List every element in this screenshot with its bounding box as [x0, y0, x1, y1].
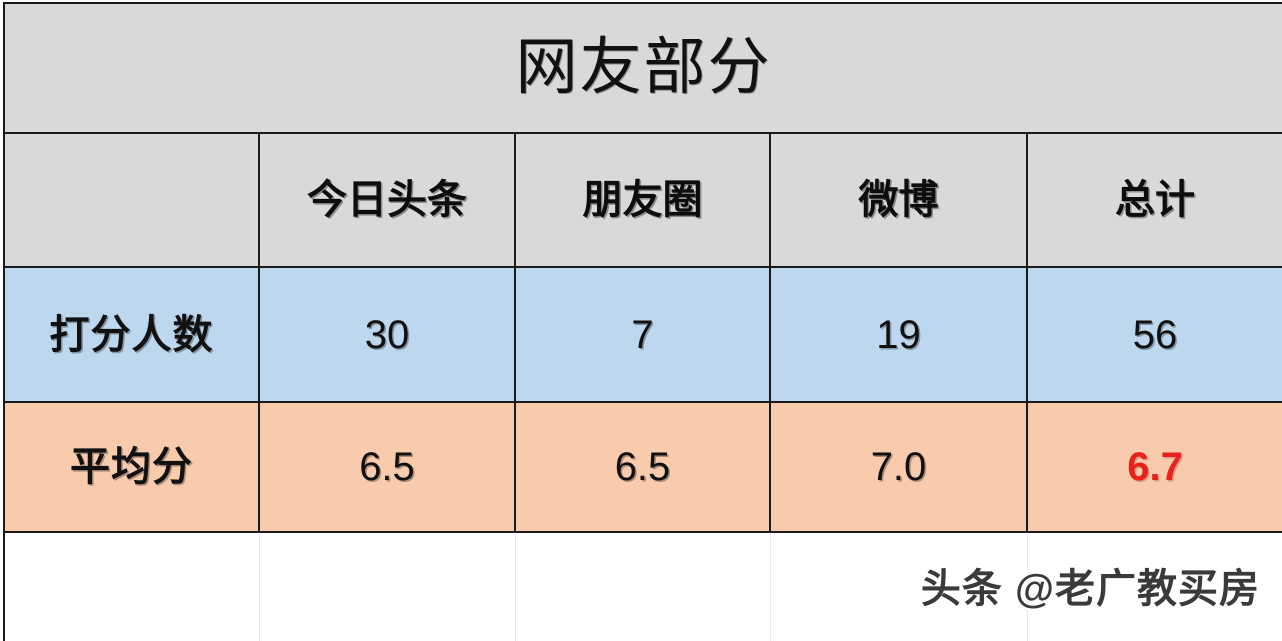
- table-header-row: 今日头条 朋友圈 微博 总计: [3, 132, 1282, 268]
- cell-average-score-toutiao: 6.5: [258, 401, 516, 533]
- row-label-average-score: 平均分: [3, 401, 260, 533]
- cell-rater-count-pengyouquan: 7: [514, 266, 771, 403]
- table-row: 打分人数 30 7 19 56: [3, 266, 1282, 403]
- empty-cell: [258, 531, 516, 641]
- column-header-corner: [3, 132, 260, 268]
- empty-cell: [514, 531, 771, 641]
- empty-cell: [769, 531, 1028, 641]
- row-label-rater-count: 打分人数: [3, 266, 260, 403]
- table-empty-row: [3, 531, 1282, 641]
- column-header-total: 总计: [1025, 132, 1282, 268]
- cell-rater-count-weibo: 19: [769, 266, 1028, 403]
- cell-average-score-weibo: 7.0: [769, 401, 1028, 533]
- page-title: 网友部分: [2, 2, 1282, 134]
- empty-cell: [1026, 531, 1282, 641]
- cell-rater-count-toutiao: 30: [258, 266, 516, 403]
- cell-average-score-total: 6.7: [1025, 401, 1282, 533]
- cell-average-score-pengyouquan: 6.5: [514, 401, 771, 533]
- column-header-weibo: 微博: [769, 132, 1028, 268]
- cell-rater-count-total: 56: [1025, 266, 1282, 403]
- column-header-pengyouquan: 朋友圈: [514, 132, 771, 268]
- column-header-toutiao: 今日头条: [258, 132, 516, 268]
- table-title-row: 网友部分: [2, 2, 1282, 134]
- table-row: 平均分 6.5 6.5 7.0 6.7: [3, 401, 1282, 533]
- empty-cell: [3, 531, 260, 641]
